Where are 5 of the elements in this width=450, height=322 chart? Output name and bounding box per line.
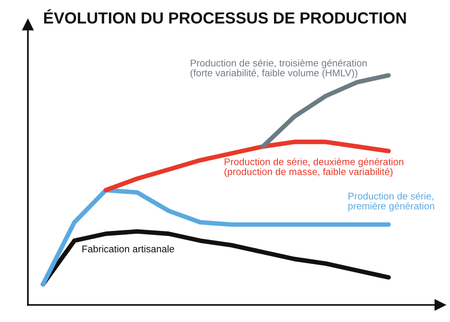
chart-title: ÉVOLUTION DU PROCESSUS DE PRODUCTION (44, 9, 406, 24)
series-label: Production de série, deuxième génération (production de masse, faible variabilité) (224, 158, 404, 178)
series-label: Production de série, troisième génération (forte variabilité, faible volume (HMLV)) (190, 59, 367, 78)
series-label: Fabrication artisanale (82, 245, 174, 252)
series-label: Production de série, première génération (348, 192, 434, 212)
